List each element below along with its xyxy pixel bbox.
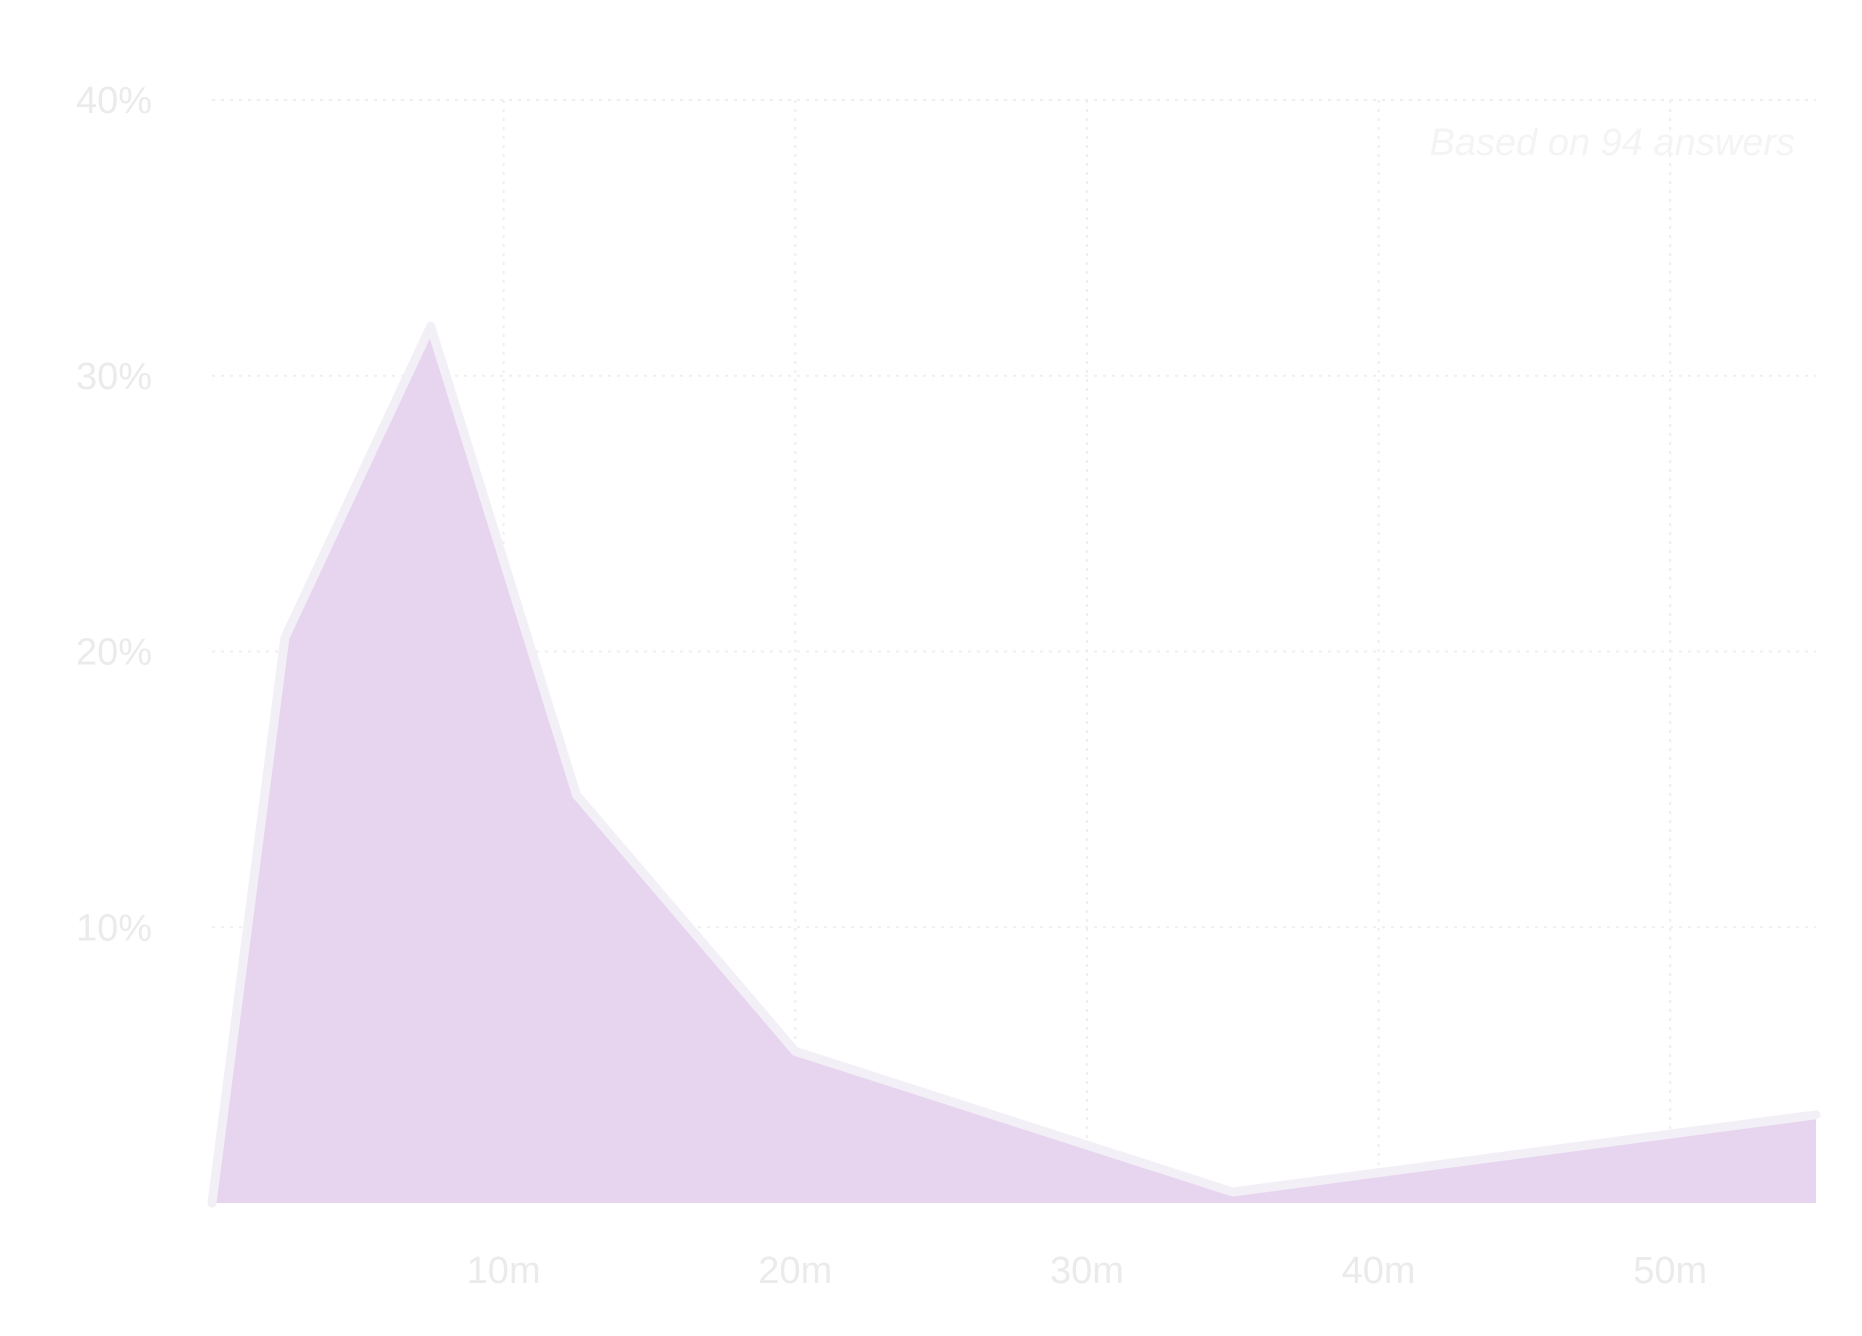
x-tick-label: 20m — [758, 1250, 832, 1292]
answers-note: Based on 94 answers — [1430, 122, 1795, 164]
y-tick-label: 20% — [76, 632, 152, 674]
x-axis-ticks: 10m 20m 30m 40m 50m — [467, 1250, 1707, 1292]
series-area — [207, 321, 1821, 1208]
x-tick-label: 10m — [467, 1250, 541, 1292]
x-tick-label: 40m — [1342, 1250, 1416, 1292]
grid — [212, 99, 1816, 1203]
series-line — [207, 321, 1821, 1208]
y-tick-label: 30% — [76, 356, 152, 398]
x-tick-label: 50m — [1633, 1250, 1707, 1292]
area-fill — [212, 326, 1816, 1204]
x-tick-label: 30m — [1050, 1250, 1124, 1292]
y-tick-label: 10% — [76, 907, 152, 949]
y-axis-ticks: 10% 20% 30% 40% — [76, 80, 152, 949]
y-tick-label: 40% — [76, 80, 152, 122]
